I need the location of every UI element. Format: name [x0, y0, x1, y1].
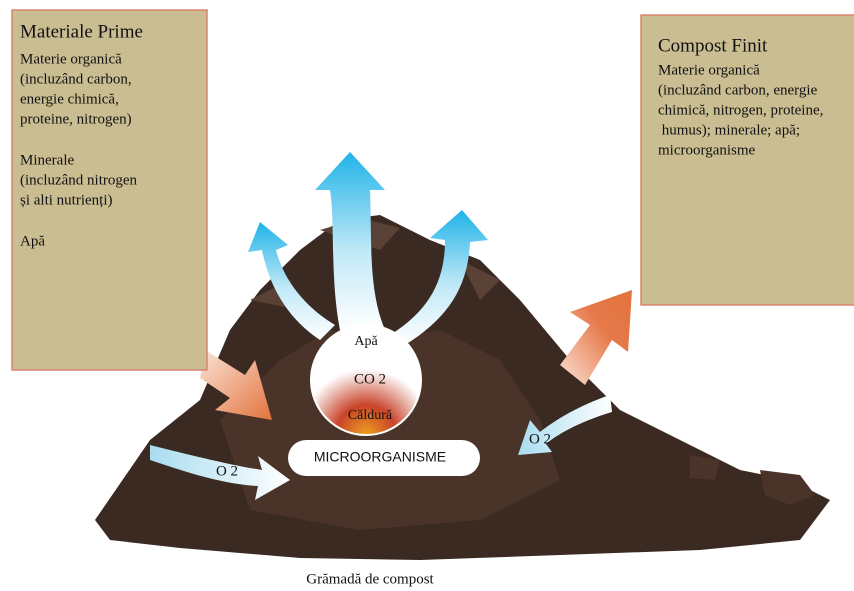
box-line: Minerale	[20, 152, 74, 168]
box-line: (incluzând carbon, energie	[658, 82, 818, 98]
box-line: energie chimică,	[20, 91, 119, 107]
output-arrow	[560, 290, 632, 385]
co2-label: CO 2	[354, 371, 386, 387]
box-line: humus); minerale; apă;	[658, 122, 800, 138]
box-line: (incluzând carbon,	[20, 71, 132, 87]
finished-compost-box	[641, 15, 854, 305]
caption: Grămadă de compost	[306, 571, 434, 587]
box-line: Materie organică	[658, 62, 760, 78]
water-label: Apă	[354, 334, 378, 349]
oxygen-label: O 2	[529, 431, 551, 447]
box-title: Materiale Prime	[20, 21, 143, 42]
box-line: și alti nutrienți)	[20, 192, 112, 208]
microbes-label: MICROORGANISME	[314, 449, 446, 465]
box-line: proteine, nitrogen)	[20, 111, 132, 127]
box-line: Apă	[20, 233, 45, 249]
heat-label: Căldură	[348, 408, 393, 423]
box-line: Materie organică	[20, 51, 122, 67]
box-line: (incluzând nitrogen	[20, 172, 138, 188]
box-line: microorganisme	[658, 142, 756, 158]
box-line: chimică, nitrogen, proteine,	[658, 102, 823, 118]
oxygen-label: O 2	[216, 463, 238, 479]
diagram: Materiale Prime Materie organică (incluzâ…	[0, 0, 854, 591]
box-title: Compost Finit	[658, 35, 768, 56]
